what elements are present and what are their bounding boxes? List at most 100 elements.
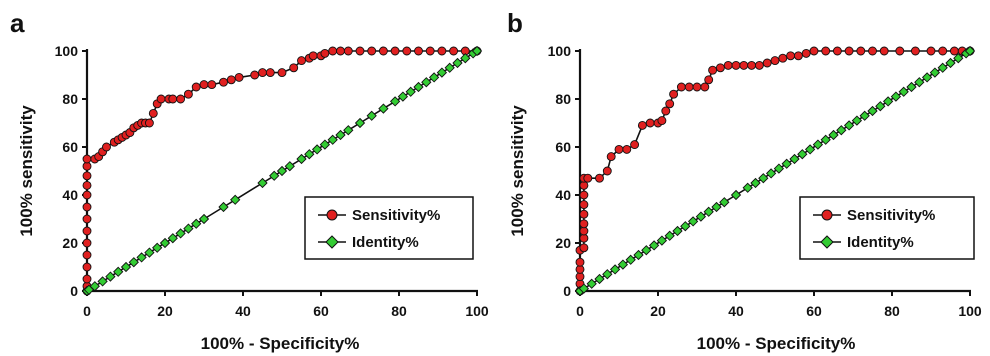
- panel-a-identity-point: [183, 223, 194, 234]
- panel-b-identity-point: [921, 72, 933, 83]
- panel-b-identity-point: [586, 278, 597, 289]
- panel-b-identity-point: [609, 264, 621, 275]
- panel-a-identity-point: [319, 139, 331, 150]
- panel-a-legend-sensitivity-marker: [326, 209, 338, 221]
- panel-b-identity-point: [804, 144, 816, 155]
- panel-a-identity-point: [269, 170, 280, 181]
- panel-a-sensitivity-point: [82, 171, 92, 181]
- panel-b-sensitivity-point: [832, 46, 842, 56]
- panel-b-identity-point: [664, 230, 675, 241]
- panel-a-identity-point: [198, 213, 210, 225]
- panel-a-sensitivity-point: [355, 46, 365, 56]
- panel-b-sensitivity-point: [583, 173, 593, 183]
- panel-b-sensitivity-point: [754, 60, 764, 70]
- panel-a-identity-point: [159, 237, 171, 249]
- panel-b-legend-sensitivity-marker: [821, 209, 833, 221]
- panel-b-identity-point: [648, 240, 660, 251]
- panel-b-sensitivity-point: [657, 116, 667, 126]
- panel-a-y-tick-label: 60: [62, 139, 78, 155]
- panel-b-identity-point: [703, 206, 714, 217]
- panel-a-x-tick-label: 60: [313, 303, 329, 319]
- panel-a-identity-point: [343, 125, 354, 136]
- panel-b-identity-point: [617, 259, 629, 270]
- panel-b-identity-point: [695, 211, 707, 222]
- panel-b-identity-point: [953, 53, 964, 64]
- panel-b-identity-point: [758, 173, 769, 184]
- panel-b-identity-point: [890, 91, 902, 102]
- panel-a-identity-point: [436, 67, 448, 78]
- panel-a-sensitivity-point: [144, 118, 154, 128]
- panel-b-identity-point: [672, 225, 683, 237]
- panel-a-identity-point: [175, 228, 186, 239]
- panel-b-sensitivity-point: [579, 219, 589, 229]
- panel-a-identity-point: [405, 86, 416, 97]
- panel-b-sensitivity-point: [637, 120, 647, 130]
- panel-b-x-tick-label: 80: [884, 303, 900, 319]
- panel-a-identity-point: [354, 117, 366, 129]
- panel-b-sensitivity-point: [793, 51, 803, 61]
- panel-a-identity-point: [378, 103, 389, 114]
- panel-a-sensitivity-point: [343, 46, 353, 56]
- panel-b-sensitivity-point: [630, 140, 640, 150]
- panel-b-x-tick-label: 100: [958, 303, 982, 319]
- panel-b-sensitivity-point: [669, 89, 679, 99]
- panel-b: b 100% sensitivity 100% - Specificity% 0…: [507, 8, 982, 353]
- panel-a-sensitivity-point: [207, 80, 217, 90]
- panel-b-identity-point: [945, 57, 956, 69]
- panel-a-sensitivity-point: [82, 154, 92, 164]
- panel-a-sensitivity-point: [219, 77, 228, 87]
- panel-a-sensitivity-point: [414, 46, 423, 56]
- panel-a-sensitivity-point: [82, 214, 92, 224]
- panel-a-y-tick-label: 0: [70, 283, 78, 299]
- panel-a-sensitivity-point: [378, 46, 388, 56]
- panel-a-sensitivity-point: [168, 94, 178, 104]
- panel-b-sensitivity-point: [778, 53, 788, 63]
- panel-b-y-axis-title: 100% sensitivity: [508, 105, 527, 237]
- panel-a-identity-point: [284, 161, 295, 172]
- panel-b-sensitivity-point: [579, 243, 589, 253]
- panel-a-identity-point: [152, 242, 163, 253]
- panel-b-identity-point: [875, 101, 886, 112]
- panel-a-sensitivity-point: [277, 68, 287, 78]
- panel-a-legend: Sensitivity% Identity%: [304, 196, 474, 260]
- panel-b-identity-point: [937, 62, 948, 73]
- panel-b-sensitivity-point: [844, 46, 854, 56]
- panel-a-sensitivity-point: [425, 46, 435, 56]
- panel-a-identity-point: [113, 266, 124, 277]
- panel-a-identity-point: [413, 81, 424, 93]
- panel-b-identity-point: [765, 168, 777, 179]
- panel-b-legend-identity-label: Identity%: [847, 234, 914, 251]
- panel-b-sensitivity-point: [731, 60, 741, 70]
- panel-a-sensitivity-point: [82, 226, 92, 236]
- panel-a-sensitivity-point: [250, 70, 260, 80]
- panel-a-sensitivity-point: [437, 46, 447, 56]
- panel-b-identity-point: [867, 105, 878, 117]
- panel-b-sensitivity-point: [801, 48, 811, 58]
- panel-a-identity-point: [257, 177, 268, 189]
- panel-b-sensitivity-point: [602, 166, 612, 176]
- panel-b-identity-point: [914, 77, 925, 88]
- panel-a-x-axis-title: 100% - Specificity%: [201, 334, 360, 353]
- panel-b-y-tick-label: 40: [555, 187, 571, 203]
- panel-a-identity-point: [335, 129, 346, 141]
- panel-b-identity-point: [836, 125, 847, 136]
- panel-a-x-tick-label: 40: [235, 303, 251, 319]
- panel-b-identity-point: [687, 216, 699, 227]
- panel-a-sensitivity-point: [102, 142, 111, 152]
- panel-a-identity-point: [191, 218, 202, 229]
- panel-b-identity-point: [828, 129, 839, 141]
- panel-b-sensitivity-point: [747, 60, 757, 70]
- panel-b-sensitivity-point: [723, 60, 733, 70]
- panel-b-legend: Sensitivity% Identity%: [799, 196, 975, 260]
- panel-b-y-tick-label: 0: [563, 283, 571, 299]
- panel-a-identity-point: [230, 194, 241, 205]
- panel-b-identity-point: [851, 115, 863, 126]
- panel-b-sensitivity-point: [704, 75, 714, 85]
- panel-a-identity-point: [167, 233, 178, 244]
- panel-a-sensitivity-point: [390, 46, 400, 56]
- panel-b-sensitivity-point: [595, 173, 604, 183]
- panel-a-identity-point: [366, 110, 377, 121]
- panel-a-legend-sensitivity-label: Sensitivity%: [352, 207, 440, 224]
- panel-b-letter: b: [507, 8, 523, 38]
- panel-b-sensitivity-point: [676, 82, 686, 92]
